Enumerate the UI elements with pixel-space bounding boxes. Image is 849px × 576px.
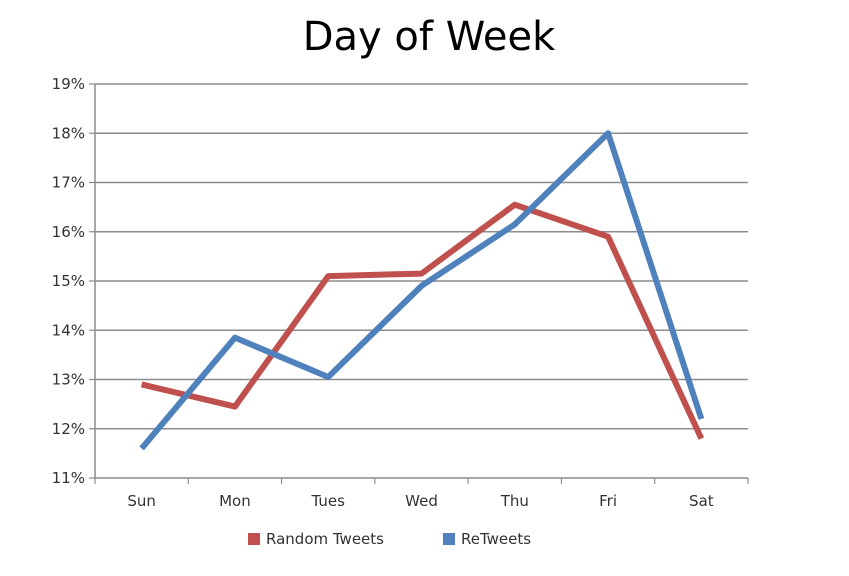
x-tick-label: Wed	[405, 492, 438, 510]
y-tick-label: 13%	[52, 371, 85, 389]
legend-swatch	[443, 533, 455, 545]
series-lines	[139, 130, 705, 451]
y-tick-labels: 11% 12% 13% 14% 15% 16% 17% 18% 19%	[52, 75, 85, 487]
axes	[94, 84, 749, 484]
y-tick-label: 12%	[52, 420, 85, 438]
y-tick-label: 14%	[52, 321, 85, 339]
series-line-1	[139, 130, 705, 451]
chart-title: Day of Week	[303, 14, 556, 60]
x-tick-label: Thu	[500, 492, 529, 510]
y-tick-label: 11%	[52, 469, 85, 487]
legend-label: ReTweets	[461, 530, 531, 548]
x-tick-label: Tues	[310, 492, 345, 510]
legend-label: Random Tweets	[266, 530, 384, 548]
y-tick-label: 17%	[52, 174, 85, 192]
y-tick-label: 18%	[52, 124, 85, 142]
legend: Random Tweets ReTweets	[248, 530, 531, 548]
x-tick-label: Fri	[599, 492, 617, 510]
gridlines	[89, 83, 748, 479]
y-tick-label: 16%	[52, 223, 85, 241]
series-line-0	[140, 201, 705, 440]
y-tick-label: 19%	[52, 75, 85, 93]
legend-swatch	[248, 533, 260, 545]
x-tick-label: Sat	[689, 492, 714, 510]
x-tick-label: Mon	[219, 492, 251, 510]
x-tick-labels: Sun Mon Tues Wed Thu Fri Sat	[127, 492, 713, 510]
y-tick-label: 15%	[52, 272, 85, 290]
x-tick-label: Sun	[127, 492, 156, 510]
